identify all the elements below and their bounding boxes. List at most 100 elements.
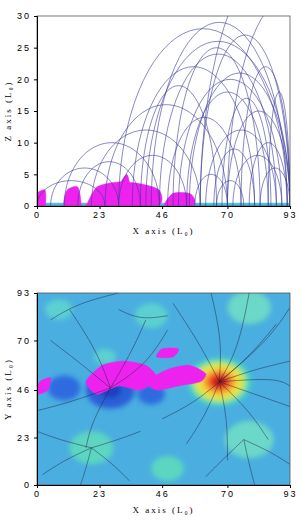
y-axis-title: Z axis (L₀) xyxy=(3,80,13,141)
isosurface-region xyxy=(37,377,51,394)
field-line xyxy=(189,73,290,206)
field-line xyxy=(151,22,287,206)
isosurface-region xyxy=(156,348,178,358)
field-line xyxy=(37,388,110,411)
tick-label: 46 xyxy=(156,210,170,220)
tick: 23 xyxy=(17,433,37,443)
field-line xyxy=(159,54,276,206)
isosurface-region xyxy=(119,174,130,188)
field-line xyxy=(81,448,92,485)
tick-mark xyxy=(162,485,163,488)
tick-label: 23 xyxy=(93,489,107,499)
tick: 70 xyxy=(221,206,235,220)
flux-blob xyxy=(225,421,274,458)
field-line xyxy=(110,330,167,388)
field-line xyxy=(51,293,119,320)
tick: 46 xyxy=(156,485,170,499)
axis-line xyxy=(34,294,38,486)
tick: 0 xyxy=(34,485,41,499)
tick-label: 5 xyxy=(24,170,31,180)
field-line xyxy=(219,382,290,407)
field-line xyxy=(227,16,290,206)
tick-mark xyxy=(227,206,228,209)
tick-mark xyxy=(34,79,37,80)
field-line xyxy=(219,307,290,381)
panel: 0 23 46 70 93 0 5 10 15 20 25 30 X axis (L₀) Z axis (… xyxy=(3,0,301,236)
x-axis: 0 23 46 70 93 xyxy=(34,206,298,220)
field-line xyxy=(206,440,244,477)
field-line xyxy=(187,382,220,444)
tick: 0 xyxy=(24,480,37,490)
field-line xyxy=(37,181,105,206)
field-line xyxy=(219,380,290,386)
field-line xyxy=(200,16,290,206)
tick-mark xyxy=(34,340,37,341)
tick: 10 xyxy=(17,138,37,148)
tick-mark xyxy=(34,206,37,207)
field-line xyxy=(268,92,290,206)
field-line xyxy=(233,155,282,206)
tick: 30 xyxy=(17,11,37,21)
tick-mark xyxy=(34,174,37,175)
x-axis-title: X axis (L₀) xyxy=(132,226,194,236)
flux-blob xyxy=(227,293,271,324)
tick-mark xyxy=(34,111,37,112)
tick: 0 xyxy=(34,206,41,220)
tick: 5 xyxy=(24,170,37,180)
tick: 46 xyxy=(17,385,37,395)
field-line xyxy=(219,361,290,382)
isosurface-region xyxy=(37,190,46,206)
tick: 93 xyxy=(283,206,297,220)
flux-blob xyxy=(48,376,81,401)
tick: 70 xyxy=(17,336,37,346)
tick-label: 0 xyxy=(34,210,41,220)
field-line xyxy=(86,388,110,448)
tick-mark xyxy=(100,485,101,488)
tick: 0 xyxy=(24,201,37,211)
flux-blob xyxy=(135,303,168,328)
isosurface-region xyxy=(86,361,157,394)
tick-mark xyxy=(34,48,37,49)
flux-blob xyxy=(151,456,184,481)
tick-label: 23 xyxy=(93,210,107,220)
tick-label: 15 xyxy=(17,106,31,116)
field-line xyxy=(105,105,227,206)
isosurface-region xyxy=(146,365,206,390)
y-axis-title: Y axis (L₀) xyxy=(3,358,13,420)
field-line xyxy=(37,431,91,448)
tick: 70 xyxy=(221,485,235,499)
tick: 93 xyxy=(283,485,297,499)
field-line xyxy=(119,155,187,206)
field-line xyxy=(260,168,290,206)
field-line xyxy=(91,431,140,448)
y-axis: 0 5 10 15 20 25 30 xyxy=(17,11,38,211)
plot-area xyxy=(37,16,290,206)
field-line xyxy=(42,448,91,475)
field-line xyxy=(244,440,290,465)
field-line xyxy=(51,168,119,206)
tick-label: 0 xyxy=(34,489,41,499)
tick: 15 xyxy=(17,106,37,116)
field-line xyxy=(217,181,244,206)
isosurface-region xyxy=(164,192,195,206)
tick-label: 93 xyxy=(283,489,297,499)
tick-label: 70 xyxy=(221,489,235,499)
tick-mark xyxy=(162,206,163,209)
field-line xyxy=(219,382,227,460)
tick-label: 93 xyxy=(17,288,31,298)
tick-label: 20 xyxy=(17,75,31,85)
field-line xyxy=(214,149,255,206)
field-line xyxy=(219,324,276,382)
tick-label: 0 xyxy=(24,201,31,211)
tick-label: 46 xyxy=(17,385,31,395)
plot-frame xyxy=(37,16,290,206)
tick: 25 xyxy=(17,43,37,53)
plot-frame xyxy=(37,293,290,485)
field-line xyxy=(162,382,219,419)
field-line xyxy=(132,67,254,206)
panel: 023467093023467093X axis (L₀)Y axis (L₀) xyxy=(3,288,298,515)
field-line xyxy=(173,48,260,206)
field-line xyxy=(70,310,111,388)
tick: 23 xyxy=(93,206,107,220)
tick-mark xyxy=(34,438,37,439)
